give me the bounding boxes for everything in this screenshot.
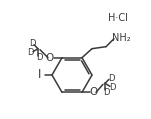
Text: D: D: [109, 83, 115, 92]
Text: D: D: [108, 74, 114, 83]
Text: O: O: [90, 87, 98, 97]
Text: O: O: [46, 53, 54, 63]
Text: H·Cl: H·Cl: [108, 13, 128, 23]
Text: NH₂: NH₂: [112, 33, 130, 43]
Text: D: D: [29, 39, 35, 48]
Text: I: I: [38, 69, 42, 82]
Text: D: D: [27, 48, 33, 57]
Text: D: D: [36, 53, 42, 62]
Text: D: D: [103, 88, 109, 97]
